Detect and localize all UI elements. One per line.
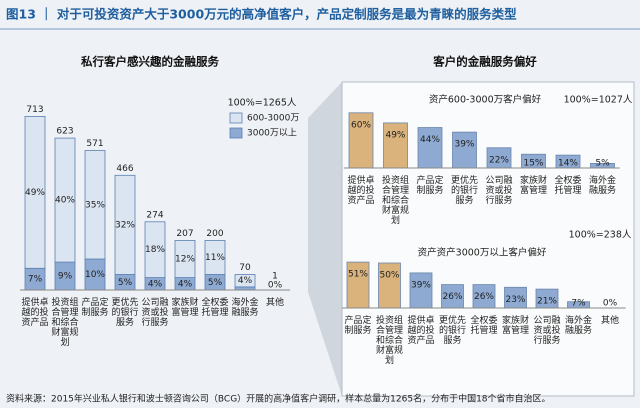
segment-label: 12%	[175, 255, 195, 265]
x-tick-label: 家族财富管理	[520, 174, 547, 196]
segment-label: 18%	[145, 245, 165, 255]
x-tick-label: 公司融资或投行服务	[533, 315, 560, 346]
value-label: 15%	[523, 159, 543, 169]
x-tick-label: 产品定制服务	[416, 174, 443, 196]
bar-segment	[54, 137, 76, 263]
bar	[417, 127, 443, 169]
value-label: 60%	[351, 120, 371, 130]
bar-segment	[84, 150, 106, 260]
segment-label: 5%	[118, 278, 133, 288]
source-note: 资料来源：2015年兴业私人银行和波士顿咨询公司（BCG）开展的高净值客户调研，…	[6, 393, 551, 405]
value-label: 39%	[411, 280, 431, 290]
x-tick-label: 投资组合管理和综合财富规划	[382, 174, 409, 226]
sample-size: 100%=238人	[569, 230, 632, 241]
x-tick-label: 投资组合管理和综合财富规划	[51, 296, 78, 348]
segment-label: 9%	[58, 272, 73, 282]
value-label: 22%	[489, 155, 509, 165]
value-label: 0%	[603, 299, 618, 309]
value-label: 39%	[454, 140, 474, 150]
segment-label: 4%	[238, 276, 253, 286]
x-tick-label: 提供卓越的投资产品	[347, 174, 374, 206]
segment-label: 10%	[85, 270, 105, 280]
bar-segment	[234, 274, 256, 288]
legend-swatch	[229, 127, 243, 139]
bar	[452, 131, 477, 169]
segment-label: 35%	[85, 200, 105, 210]
x-tick-label: 海外金融服务	[589, 174, 616, 196]
zoom-band	[308, 82, 342, 396]
chart-subtitle: 资产600-3000万客户偏好	[429, 94, 542, 106]
x-tick-label: 公司融资或投行服务	[141, 297, 168, 328]
x-tick-label: 公司融资或投行服务	[485, 175, 512, 206]
bar-segment	[204, 239, 226, 275]
bar	[348, 112, 374, 169]
x-tick-label: 全权委托管理	[201, 296, 228, 318]
bar-segment	[114, 174, 136, 275]
x-tick-label: 投资组合管理和综合财富规划	[376, 314, 403, 366]
x-tick-label: 提供卓越的投资产品	[407, 314, 434, 346]
segment-label: 49%	[25, 188, 45, 198]
bar-segment	[174, 239, 196, 278]
legend-label: 3000万以上	[247, 128, 297, 139]
x-tick-label: 家族财富管理	[171, 296, 198, 318]
value-label: 50%	[379, 271, 399, 281]
x-tick-label: 产品定制服务	[344, 314, 371, 336]
segment-label: 32%	[115, 220, 135, 230]
x-tick-label: 产品定制服务	[81, 296, 108, 318]
value-label: 44%	[420, 135, 440, 145]
segment-label: 0%	[268, 281, 283, 291]
value-label: 26%	[442, 292, 462, 302]
value-label: 21%	[537, 297, 557, 307]
segment-label: 4%	[178, 279, 193, 289]
total-label: 207	[176, 229, 193, 239]
total-label: 571	[86, 139, 103, 149]
value-label: 51%	[348, 270, 368, 280]
total-label: 200	[206, 229, 223, 239]
sample-size: 100%=1027人	[564, 95, 633, 106]
chart-subtitle: 资产资产3000万以上客户偏好	[418, 247, 547, 259]
x-tick-label: 海外金融服务	[231, 296, 258, 318]
value-label: 23%	[505, 295, 525, 305]
bar	[409, 272, 433, 309]
segment-label: 7%	[28, 275, 43, 285]
value-label: 49%	[385, 130, 405, 140]
value-label: 7%	[571, 299, 586, 309]
chart-title: 私行客户感兴趣的金融服务	[81, 55, 219, 69]
total-label: 713	[26, 105, 43, 115]
x-tick-label: 其他	[266, 296, 284, 308]
panel-title: 客户的金融服务偏好	[432, 55, 537, 69]
value-label: 14%	[558, 159, 578, 169]
segment-label: 40%	[55, 196, 75, 206]
figure-number: 图13	[6, 7, 36, 22]
x-tick-label: 提供卓越的投资产品	[21, 296, 48, 328]
total-label: 274	[146, 210, 163, 220]
total-label: 70	[239, 263, 251, 273]
segment-label: 5%	[208, 278, 223, 288]
total-label: 623	[56, 127, 73, 137]
x-tick-label: 家族财富管理	[502, 314, 529, 336]
x-tick-label: 全权委托管理	[470, 314, 497, 336]
x-tick-label: 更优先的银行服务	[439, 314, 466, 346]
segment-label: 11%	[205, 253, 225, 263]
x-tick-label: 全权委托管理	[554, 174, 581, 196]
legend-swatch	[229, 112, 243, 124]
bar-segment	[144, 221, 166, 279]
figure-title: ｜ 对于可投资资产大于3000万元的高净值客户，产品定制服务是最为青睐的服务类型	[40, 7, 517, 22]
total-label: 1	[272, 272, 278, 282]
x-tick-label: 海外金融服务	[565, 314, 592, 336]
total-label: 466	[116, 164, 133, 174]
segment-label: 4%	[148, 279, 163, 289]
bar	[383, 122, 408, 169]
legend-label: 600-3000万	[247, 114, 299, 124]
x-tick-label: 其他	[601, 314, 619, 326]
x-tick-label: 更优先的银行服务	[111, 296, 138, 328]
value-label: 26%	[474, 292, 494, 302]
x-tick-label: 更优先的银行服务	[451, 174, 478, 206]
bar-segment	[24, 116, 46, 269]
sample-size: 100%=1265人	[228, 98, 297, 109]
value-label: 5%	[595, 159, 610, 169]
